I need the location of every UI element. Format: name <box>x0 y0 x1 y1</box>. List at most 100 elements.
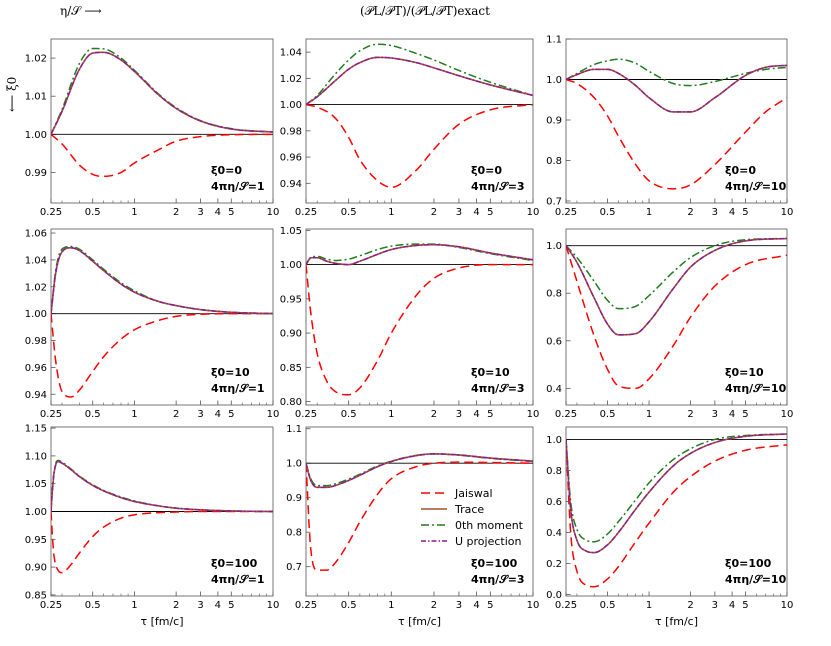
panel-xi-label: ξ0=0 <box>211 164 242 177</box>
x-tick-label: 2 <box>431 409 437 420</box>
series-line-u-projection <box>306 244 533 266</box>
series-line-jaiswal <box>51 510 273 574</box>
y-tick-label: 1.04 <box>25 255 47 266</box>
y-tick-label: 1.1 <box>286 424 302 435</box>
panel-eta-label: 4πη/𝒮=3 <box>471 382 525 395</box>
x-tick-label: 2 <box>431 600 437 611</box>
x-tick-label: 10 <box>527 207 540 218</box>
x-tick-label: 0.5 <box>600 207 616 218</box>
x-axis-label: τ [fm/c] <box>140 615 183 628</box>
series-line-jaiswal <box>306 263 533 396</box>
x-tick-label: 4 <box>473 600 479 611</box>
y-tick-label: 1.00 <box>25 309 47 320</box>
x-tick-label: 1 <box>131 409 137 420</box>
plot-frame <box>565 38 788 204</box>
legend-label: Jaiswal <box>454 487 493 500</box>
series-line-u-projection <box>306 56 533 106</box>
series-line-u-projection <box>566 237 787 336</box>
series-line-u-projection <box>566 433 787 554</box>
y-tick-label: 0.0 <box>546 590 562 601</box>
y-tick-label: 0.95 <box>25 535 47 546</box>
panel-xi-label: ξ0=0 <box>471 164 502 177</box>
x-tick-label: 3 <box>712 600 718 611</box>
series-line-trace <box>51 51 273 135</box>
x-tick-label: 5 <box>487 409 493 420</box>
x-tick-label: 0.25 <box>295 207 317 218</box>
x-tick-label: 3 <box>456 409 462 420</box>
x-tick-label: 5 <box>228 409 234 420</box>
series-line-jaiswal <box>566 439 787 588</box>
y-tick-label: 1.04 <box>280 48 302 59</box>
series-line-0th-moment <box>566 58 787 87</box>
panel-2-2: 0.25 0.5 1 2 3 4 5 10 0.0 0.2 0.4 0.6 0.8 1.0 ξ0=100 4π… <box>546 426 794 611</box>
x-tick-label: 2 <box>173 409 179 420</box>
x-tick-label: 1 <box>646 409 652 420</box>
y-tick-label: 0.98 <box>25 336 47 347</box>
panel-2-1: 0.25 0.5 1 2 3 4 5 10 0.7 0.8 0.9 1.0 1.1 ξ0=100 4πη/𝒮… <box>286 424 539 611</box>
x-tick-label: 0.25 <box>295 600 317 611</box>
x-tick-label: 10 <box>267 409 280 420</box>
legend-label: 0th moment <box>455 519 524 532</box>
x-tick-label: 10 <box>267 207 280 218</box>
y-tick-label: 0.90 <box>25 563 47 574</box>
x-tick-label: 1 <box>646 207 652 218</box>
y-tick-label: 1.0 <box>546 435 562 446</box>
x-tick-label: 4 <box>215 207 221 218</box>
y-tick-label: 0.8 <box>286 528 302 539</box>
x-tick-label: 0.5 <box>85 409 101 420</box>
x-tick-label: 4 <box>215 600 221 611</box>
x-tick-label: 5 <box>742 207 748 218</box>
y-tick-label: 0.6 <box>546 336 562 347</box>
y-tick-label: 0.8 <box>546 466 562 477</box>
panel-xi-label: ξ0=10 <box>725 366 764 379</box>
x-tick-label: 2 <box>687 600 693 611</box>
y-tick-label: 0.90 <box>280 329 302 340</box>
y-tick-label: 0.85 <box>280 363 302 374</box>
x-tick-label: 0.5 <box>341 600 357 611</box>
x-tick-label: 10 <box>267 600 280 611</box>
plot-frame <box>565 228 788 406</box>
y-tick-label: 0.2 <box>546 559 562 570</box>
y-tick-label: 1.0 <box>286 459 302 470</box>
plot-frame <box>305 38 534 204</box>
series-line-jaiswal <box>566 245 787 390</box>
panel-xi-label: ξ0=100 <box>725 557 772 570</box>
plot-frame <box>565 426 788 597</box>
x-tick-label: 3 <box>197 600 203 611</box>
panel-eta-label: 4πη/𝒮=3 <box>471 573 525 586</box>
y-tick-label: 0.6 <box>546 497 562 508</box>
y-tick-label: 0.85 <box>25 590 47 601</box>
y-tick-label: 0.7 <box>286 562 302 573</box>
x-tick-label: 5 <box>228 600 234 611</box>
plot-frame <box>305 228 534 406</box>
y-tick-label: 0.9 <box>286 493 302 504</box>
series-line-jaiswal <box>51 312 273 398</box>
x-tick-label: 0.25 <box>40 207 62 218</box>
panel-1-1: 0.25 0.5 1 2 3 4 5 10 0.80 0.85 0.90 0.95 1.00 1.05 ξ0… <box>280 226 540 420</box>
x-axis-label: τ [fm/c] <box>655 615 698 628</box>
x-tick-label: 1 <box>388 207 394 218</box>
series-line-u-projection <box>51 247 273 315</box>
y-tick-label: 0.8 <box>546 156 562 167</box>
y-tick-label: 1.00 <box>25 507 47 518</box>
series-line-jaiswal <box>306 103 533 188</box>
series-line-0th-moment <box>51 47 273 135</box>
x-tick-label: 10 <box>527 409 540 420</box>
y-tick-label: 1.02 <box>25 54 47 65</box>
y-tick-label: 1.01 <box>25 92 47 103</box>
x-tick-label: 10 <box>781 600 794 611</box>
panel-eta-label: 4πη/𝒮=10 <box>725 382 787 395</box>
y-tick-label: 1.05 <box>25 479 47 490</box>
x-tick-label: 2 <box>173 207 179 218</box>
y-tick-label: 0.7 <box>546 196 562 207</box>
series-line-0th-moment <box>51 459 273 513</box>
x-tick-label: 5 <box>487 207 493 218</box>
panel-eta-label: 4πη/𝒮=1 <box>211 180 265 193</box>
y-tick-label: 1.0 <box>546 241 562 252</box>
y-tick-label: 0.94 <box>280 179 302 190</box>
y-tick-label: 1.05 <box>280 226 302 237</box>
y-tick-label: 0.4 <box>546 528 562 539</box>
legend-label: U projection <box>455 535 522 548</box>
x-tick-label: 0.25 <box>40 409 62 420</box>
